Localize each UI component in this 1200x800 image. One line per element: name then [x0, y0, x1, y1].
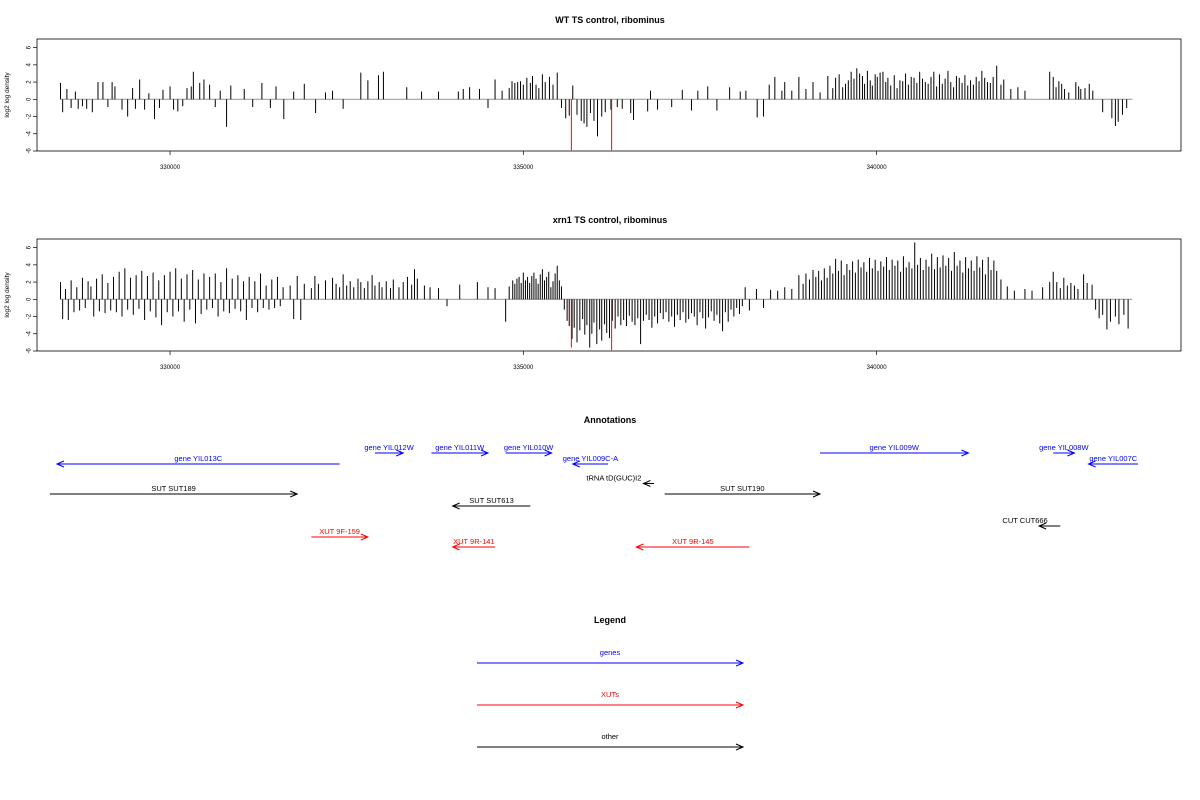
y-tick-label: 4 — [27, 263, 33, 267]
annotation-arrow — [431, 449, 490, 457]
annotation-label: gene YIL008W — [1039, 443, 1089, 452]
arrow-head — [55, 460, 65, 468]
arrow-head — [1037, 522, 1047, 530]
x-tick-label: 340000 — [867, 365, 888, 371]
arrow-head — [290, 490, 299, 498]
y-tick-label: -6 — [27, 348, 33, 354]
annotation-arrow — [505, 449, 553, 457]
annotation-label: SUT SUT189 — [151, 484, 195, 493]
y-tick-label: 6 — [27, 45, 33, 49]
y-tick-label: -4 — [27, 130, 33, 136]
x-tick-label: 340000 — [867, 165, 888, 171]
annotation-label: SUT SUT190 — [720, 484, 764, 493]
annotations-title: Annotations — [584, 415, 637, 425]
annotation-label: SUT SUT613 — [469, 496, 513, 505]
y-tick-label: 4 — [27, 63, 33, 67]
arrow-head — [544, 449, 553, 457]
y-tick-label: 0 — [27, 297, 33, 301]
y-tick-label: 2 — [27, 80, 33, 84]
annotation-label: XUT 9F-159 — [319, 527, 360, 536]
annotation-label: gene YIL011W — [435, 443, 485, 452]
plot-frame — [36, 38, 1182, 152]
annotation-arrow — [571, 460, 609, 468]
xrn1-y-axis-label: log2 log density — [4, 272, 11, 318]
x-tick-label: 335000 — [513, 165, 534, 171]
annotation-label: XUT 9R-145 — [672, 537, 714, 546]
arrow-head — [480, 449, 490, 457]
y-tick-label: 2 — [27, 280, 33, 284]
annotation-arrow — [635, 543, 750, 551]
arrow-head — [961, 449, 970, 457]
annotation-arrow — [1037, 522, 1061, 530]
arrow-head — [642, 480, 651, 487]
legend-arrow — [477, 743, 745, 751]
annotation-label: gene YIL010W — [504, 443, 554, 452]
annotation-arrow — [1087, 460, 1138, 468]
annotation-label: gene YIL013C — [174, 454, 222, 463]
annotation-label: tRNA tD(GUC)I2 — [586, 474, 641, 483]
annotation-arrow — [642, 480, 655, 487]
y-tick-label: 6 — [27, 245, 33, 249]
legend-arrow — [477, 701, 745, 709]
arrow-head — [451, 502, 460, 510]
legend-label: genes — [600, 648, 621, 657]
annotation-arrow — [55, 460, 340, 468]
arrow-head — [396, 449, 405, 457]
y-tick-label: 0 — [27, 97, 33, 101]
y-tick-label: -4 — [27, 330, 33, 336]
annotation-arrow — [451, 543, 496, 551]
annotations-panel: Annotations gene YIL013C gene YIL012W gene… — [49, 415, 1138, 551]
wt-y-axis-label: log2 log density — [4, 72, 11, 118]
legend-title: Legend — [594, 615, 626, 625]
legend-label: XUTs — [601, 690, 619, 699]
annotation-label: CUT CUT666 — [1002, 516, 1047, 525]
y-tick-label: -2 — [27, 313, 33, 319]
annotation-label: gene YIL009W — [870, 443, 920, 452]
arrow-head — [735, 743, 745, 751]
arrow-head — [571, 460, 580, 468]
wt-panel-title: WT TS control, ribominus — [555, 15, 665, 25]
annotation-arrow — [374, 449, 405, 457]
annotation-arrow — [664, 490, 822, 498]
arrow-head — [360, 533, 370, 541]
legend-label: other — [601, 732, 619, 741]
arrow-head — [451, 543, 460, 551]
y-tick-label: -2 — [27, 113, 33, 119]
wt-coverage-panel: WT TS control, ribominus log2 log densit… — [4, 15, 1182, 171]
annotation-arrow — [1053, 449, 1076, 457]
legend-panel: Legend genes XUTs other — [477, 615, 745, 751]
xrn1-panel-title: xrn1 TS control, ribominus — [553, 215, 668, 225]
arrow-head — [812, 490, 822, 498]
annotation-label: gene YIL007C — [1089, 454, 1137, 463]
arrow-head — [1087, 460, 1096, 468]
xrn1-coverage-panel: xrn1 TS control, ribominus log2 log dens… — [4, 215, 1182, 371]
y-tick-label: -6 — [27, 148, 33, 154]
annotation-label: gene YIL012W — [364, 443, 414, 452]
x-tick-label: 335000 — [513, 365, 534, 371]
annotation-label: XUT 9R-141 — [453, 537, 495, 546]
legend-arrow — [477, 659, 745, 667]
annotation-label: gene YIL009C-A — [563, 454, 618, 463]
x-tick-label: 330000 — [160, 165, 181, 171]
annotation-arrow — [820, 449, 970, 457]
arrow-head — [1067, 449, 1076, 457]
annotation-arrow — [451, 502, 531, 510]
x-tick-label: 330000 — [160, 365, 181, 371]
annotation-arrow — [49, 490, 299, 498]
arrow-head — [735, 659, 745, 667]
arrow-head — [735, 701, 745, 709]
plot-frame — [36, 238, 1182, 352]
arrow-head — [635, 543, 644, 551]
annotation-arrow — [311, 533, 370, 541]
